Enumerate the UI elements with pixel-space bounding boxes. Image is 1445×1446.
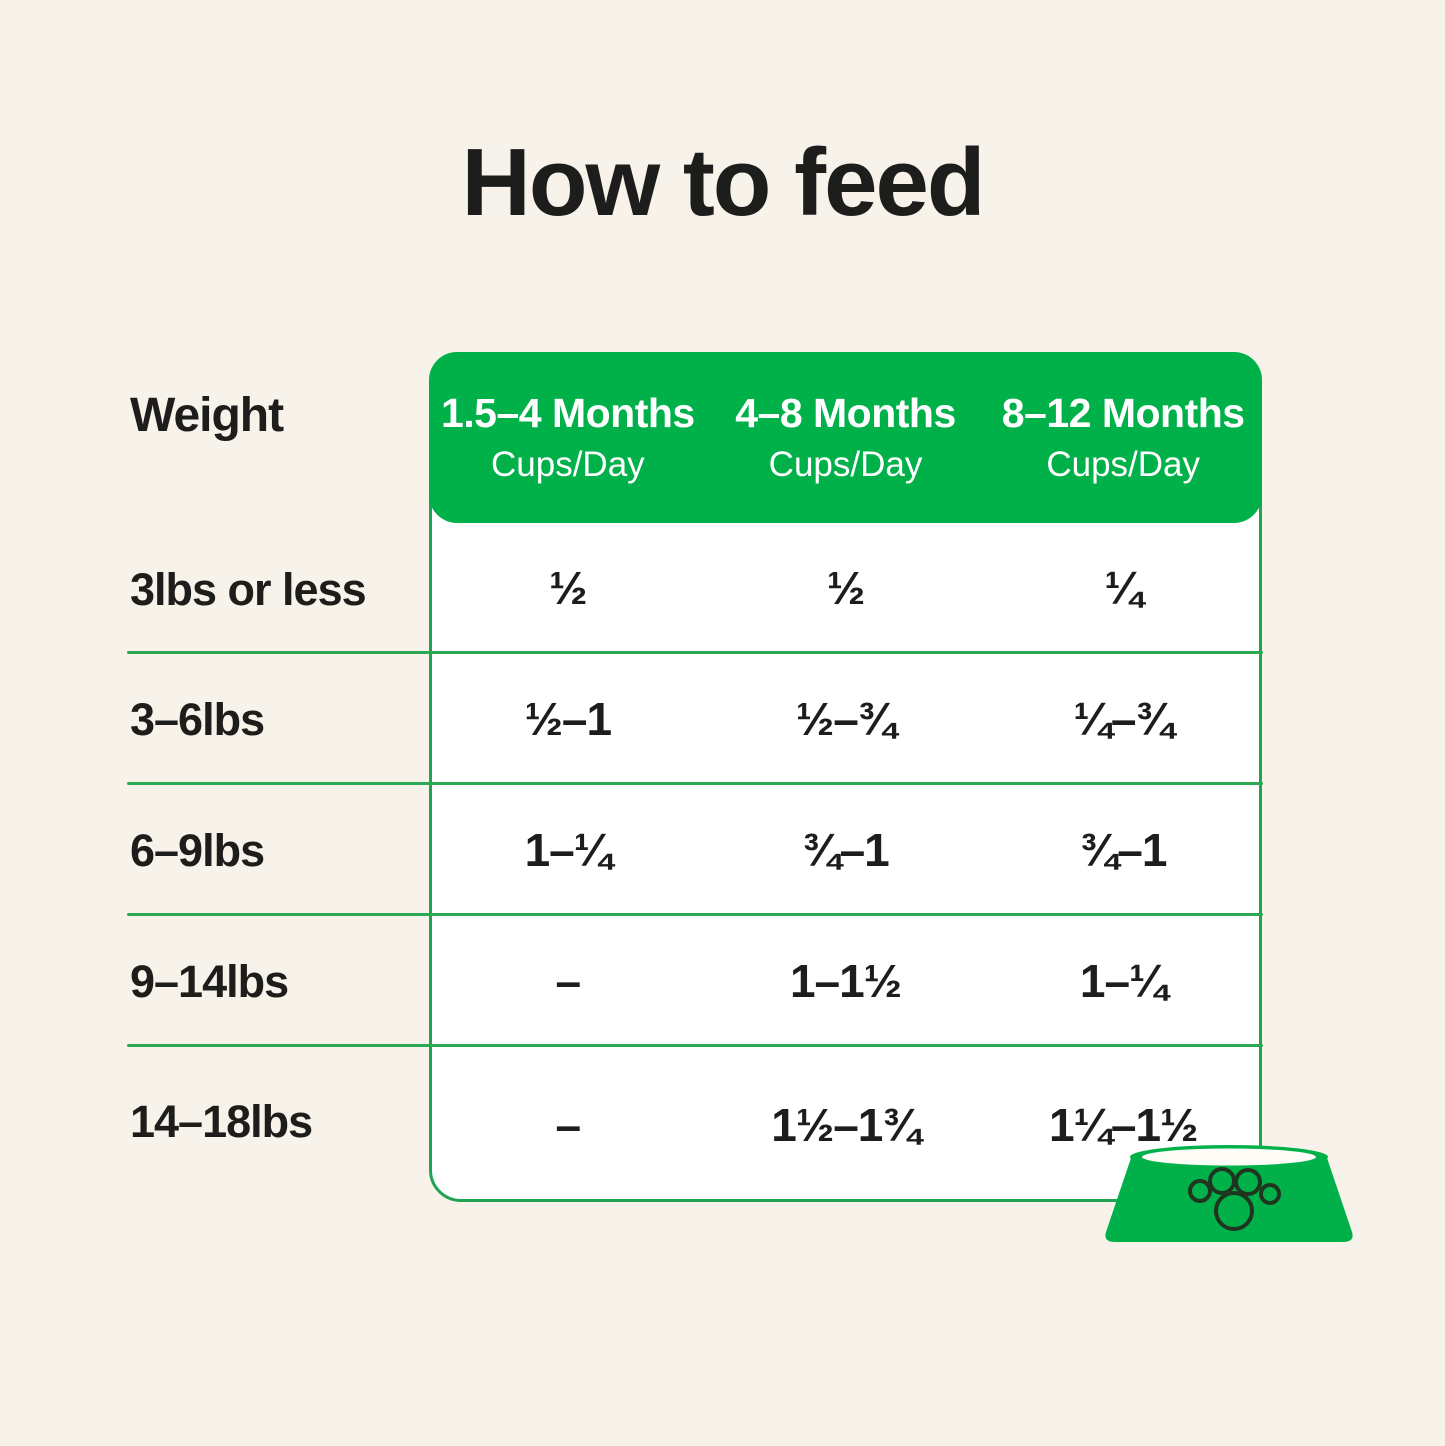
table-cell: 1–¼	[1079, 954, 1168, 1007]
table-cell: –	[555, 954, 582, 1007]
page-title: How to feed	[461, 129, 986, 236]
table-cell: –	[555, 1099, 582, 1151]
row-divider-line	[127, 913, 1263, 916]
column-header-label: 8–12 Months	[1001, 390, 1245, 436]
table-row: ½ ½ ¼	[429, 523, 1262, 653]
table-cell: ¾–1	[1079, 823, 1168, 876]
column-header-sublabel: Cups/Day	[768, 445, 923, 485]
row-label-14-18lbs: 14–18lbs	[130, 1096, 313, 1147]
table-cell: 1¼–1½	[1048, 1099, 1198, 1151]
table-cell: ½–1	[524, 692, 613, 745]
row-divider-line	[127, 782, 1263, 785]
table-cell: 1–1½	[789, 954, 902, 1007]
table-cell: ¼–¾	[1073, 692, 1174, 745]
table-cell: ¾–1	[802, 823, 890, 876]
table-cell: 1½–1¾	[771, 1099, 920, 1151]
column-header-sublabel: Cups/Day	[1046, 445, 1201, 485]
table-row: ½–1 ½–¾ ¼–¾	[429, 653, 1262, 784]
row-divider-line	[127, 1044, 1263, 1047]
feeding-table-rows: ½ ½ ¼ ½–1 ½–¾ ¼–¾ 1–¼ ¾–1 ¾–1 – 1–1½ 1–¼…	[429, 523, 1262, 1202]
column-header-4-8-months: 4–8 Months Cups/Day	[707, 388, 985, 487]
table-row: 1–¼ ¾–1 ¾–1	[429, 784, 1262, 915]
table-cell: 1–¼	[524, 823, 613, 876]
table-row: – 1½–1¾ 1¼–1½	[429, 1046, 1262, 1202]
row-label-3lbs-or-less: 3lbs or less	[130, 564, 367, 615]
column-header-8-12-months: 8–12 Months Cups/Day	[984, 388, 1262, 487]
feeding-table-header: 1.5–4 Months Cups/Day 4–8 Months Cups/Da…	[429, 352, 1262, 523]
table-cell: ½	[826, 562, 865, 614]
table-cell: ¼	[1104, 562, 1142, 614]
row-divider-line	[127, 651, 1263, 654]
weight-column-header: Weight	[130, 389, 284, 442]
row-label-9-14lbs: 9–14lbs	[130, 956, 289, 1007]
row-label-3-6lbs: 3–6lbs	[130, 694, 265, 745]
row-label-6-9lbs: 6–9lbs	[130, 825, 265, 876]
table-row: – 1–1½ 1–¼	[429, 915, 1262, 1046]
column-header-label: 4–8 Months	[735, 390, 956, 436]
column-header-sublabel: Cups/Day	[491, 445, 645, 485]
table-cell: ½–¾	[795, 692, 896, 745]
column-header-label: 1.5–4 Months	[440, 390, 695, 436]
column-header-1-5-4-months: 1.5–4 Months Cups/Day	[429, 388, 707, 487]
table-cell: ½	[549, 562, 587, 614]
dog-bowl-paw-print-icon	[1105, 1145, 1353, 1242]
